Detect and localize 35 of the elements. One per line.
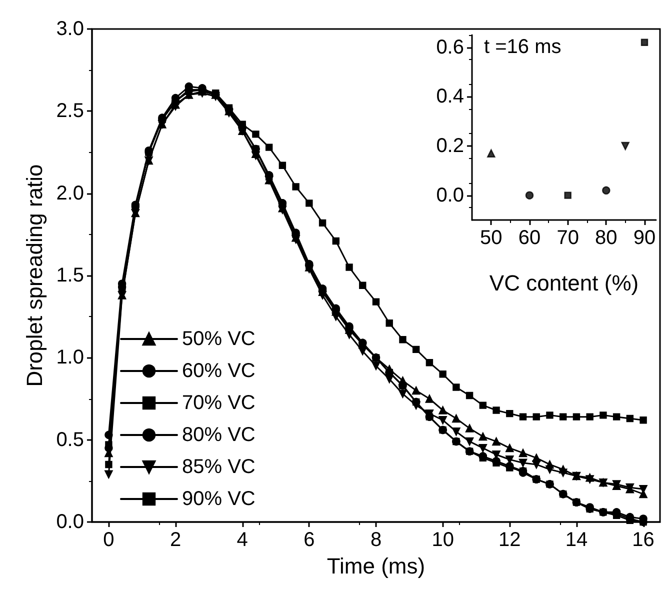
y-tick-label: 0.0 [56, 511, 84, 533]
legend-label: 50% VC [182, 328, 256, 350]
x-tick-label: 60 [518, 227, 541, 249]
y-tick-label: 2.5 [56, 100, 84, 122]
legend-label: 80% VC [182, 424, 256, 446]
x-tick-label: 12 [498, 529, 521, 551]
y-tick-label: 1.5 [56, 264, 84, 286]
legend-label: 60% VC [182, 360, 256, 382]
x-tick-label: 8 [370, 529, 382, 551]
x-tick-label: 6 [304, 529, 315, 551]
y-tick-label: 1.0 [56, 346, 84, 369]
y-tick-label: 0.5 [56, 428, 84, 451]
x-tick-label: 70 [556, 227, 579, 249]
x-axis-title: Time (ms) [326, 553, 426, 578]
x-tick-label: 0 [103, 529, 114, 551]
legend-label: 90% VC [182, 488, 256, 510]
x-tick-label: 80 [595, 227, 618, 249]
y-tick-label: 2.0 [56, 182, 84, 204]
x-tick-label: 16 [632, 529, 654, 551]
x-tick-label: 14 [565, 529, 588, 551]
y-tick-label: 0.6 [436, 36, 464, 58]
x-tick-label: 90 [633, 227, 656, 249]
y-tick-label: 3.0 [56, 18, 84, 40]
legend-label: 70% VC [182, 392, 256, 414]
legend-label: 85% VC [182, 456, 256, 478]
x-tick-label: 2 [170, 529, 182, 551]
y-axis-title: Droplet spreading ratio [22, 164, 47, 387]
y-tick-label: 0.2 [436, 135, 464, 157]
x-tick-label: 4 [236, 529, 248, 551]
x-tick-label: 10 [432, 529, 454, 551]
y-tick-label: 0.4 [436, 86, 464, 108]
y-tick-label: 0.0 [436, 184, 464, 206]
annotation: t =16 ms [484, 36, 562, 58]
x-axis-title: VC content (%) [489, 270, 639, 296]
x-tick-label: 50 [480, 227, 502, 249]
